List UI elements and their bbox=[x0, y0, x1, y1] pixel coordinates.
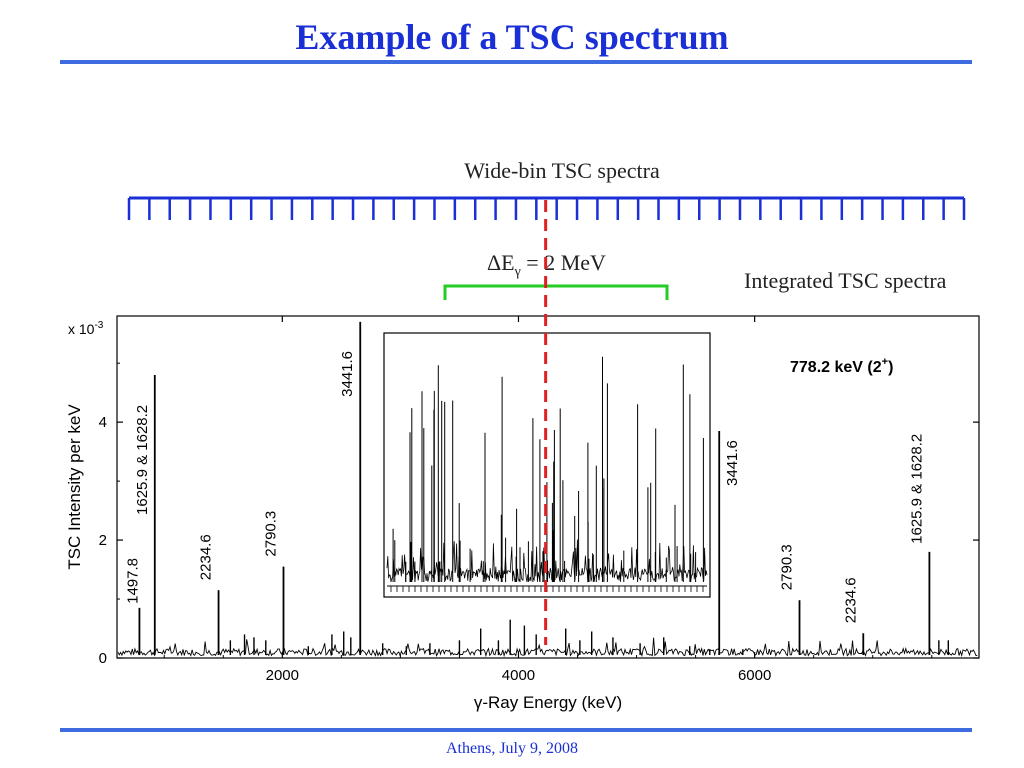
tsc-spectrum-chart: 1497.8 1625.9 & 1628.2 2234.6 2790.3 3441.6 3… bbox=[65, 315, 980, 712]
bracket-line bbox=[443, 284, 669, 300]
legend-title-close: ) bbox=[888, 359, 893, 376]
y-tick-label: 2 bbox=[99, 532, 107, 549]
delta-e-suffix: = 2 MeV bbox=[520, 250, 606, 275]
legend-title: 778.2 keV (2+) bbox=[790, 356, 893, 376]
peak-label: 1625.9 & 1628.2 bbox=[134, 405, 151, 515]
peak-label: 2234.6 bbox=[842, 577, 859, 623]
x-tick-label: 2000 bbox=[266, 667, 299, 684]
peak-label: 2790.3 bbox=[262, 511, 279, 557]
delta-e-label: ΔEγ = 2 MeV bbox=[487, 250, 606, 280]
peak-label: 2234.6 bbox=[198, 534, 215, 580]
x-tick-label: 4000 bbox=[502, 667, 535, 684]
wide-bin-comb bbox=[127, 196, 966, 220]
integrated-label: Integrated TSC spectra bbox=[744, 268, 947, 293]
peak-label: 3441.6 bbox=[724, 440, 741, 486]
legend-title-main: 778.2 keV (2 bbox=[790, 359, 882, 376]
delta-e-prefix: ΔE bbox=[487, 250, 515, 275]
peak-label: 1497.8 bbox=[124, 558, 141, 604]
energy-window-bracket bbox=[443, 284, 669, 300]
peak-label: 3441.6 bbox=[339, 351, 356, 397]
y-tick-label: 0 bbox=[99, 650, 107, 667]
top-rule bbox=[60, 60, 972, 64]
x-axis-label: γ-Ray Energy (keV) bbox=[474, 693, 622, 712]
spectrum-baseline bbox=[117, 637, 978, 658]
bottom-rule bbox=[60, 728, 972, 732]
plot-frame bbox=[116, 315, 980, 659]
spectrum-trace bbox=[117, 321, 978, 658]
peak-label: 2790.3 bbox=[779, 544, 796, 590]
inset-trace bbox=[386, 356, 708, 592]
footer: Athens, July 9, 2008 bbox=[446, 740, 578, 757]
peak-labels: 1497.8 1625.9 & 1628.2 2234.6 2790.3 3441.6 3… bbox=[124, 351, 925, 623]
wide-bin-label: Wide-bin TSC spectra bbox=[464, 158, 660, 183]
delta-e-subscript: γ bbox=[514, 264, 521, 280]
x-tick-label: 6000 bbox=[738, 667, 771, 684]
peak-label: 1625.9 & 1628.2 bbox=[908, 434, 925, 544]
slide-title: Example of a TSC spectrum bbox=[295, 17, 729, 57]
legend-title-sup: + bbox=[882, 356, 888, 368]
y-tick-label: 4 bbox=[99, 414, 107, 431]
axis-ticks: 2000 4000 6000 0 2 4 bbox=[99, 316, 979, 684]
y-axis-label: TSC Intensity per keV bbox=[65, 404, 84, 570]
y-scale-exponent: -3 bbox=[94, 320, 103, 331]
y-scale-prefix: x 10 bbox=[68, 321, 95, 337]
y-scale-label: x 10-3 bbox=[68, 320, 104, 337]
